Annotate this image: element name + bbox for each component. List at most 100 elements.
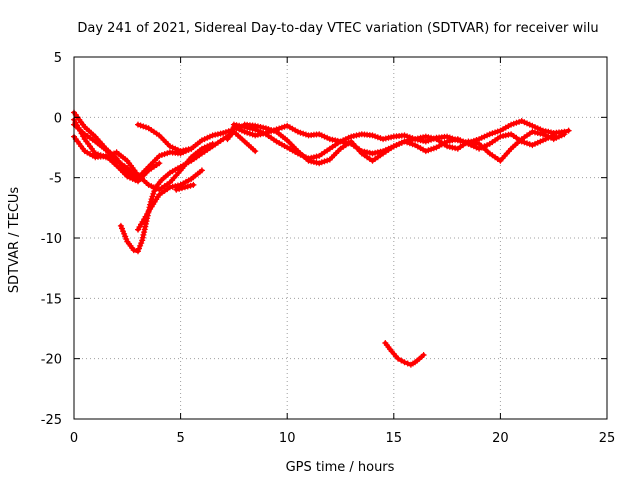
y-tick-label: 5 <box>54 51 62 66</box>
data-point <box>561 131 568 138</box>
data-point <box>179 185 185 192</box>
data-point <box>486 131 493 138</box>
data-point <box>145 181 152 188</box>
data-point <box>220 130 227 136</box>
data-point <box>494 128 501 135</box>
data-point <box>395 355 402 362</box>
data-point <box>222 129 229 136</box>
data-point <box>138 240 145 247</box>
data-point <box>460 138 467 145</box>
data-point <box>206 133 213 140</box>
data-point <box>390 143 397 150</box>
series-track-13 <box>382 340 427 368</box>
data-point <box>181 184 188 191</box>
data-point <box>532 140 538 147</box>
data-point <box>540 137 546 144</box>
data-point <box>119 225 125 232</box>
data-point <box>516 118 523 125</box>
data-point <box>510 120 517 127</box>
x-tick-label: 10 <box>279 431 296 446</box>
series-track-6 <box>135 167 205 233</box>
data-point <box>489 130 496 137</box>
data-point <box>542 136 549 143</box>
data-point <box>297 129 304 136</box>
data-point <box>184 183 191 190</box>
data-point <box>187 182 194 189</box>
data-point <box>149 193 156 200</box>
data-point <box>414 135 421 142</box>
data-point <box>420 352 427 358</box>
data-point <box>518 138 525 145</box>
data-point <box>135 177 141 184</box>
data-point <box>321 158 328 165</box>
data-point <box>166 143 173 150</box>
series-track-12 <box>224 128 259 155</box>
data-point <box>524 120 530 127</box>
data-point <box>526 121 533 128</box>
data-point <box>244 129 251 136</box>
data-point <box>548 133 554 140</box>
data-point <box>137 242 144 249</box>
series-trail <box>225 129 258 154</box>
data-point <box>374 134 381 141</box>
series-track-5 <box>117 128 237 255</box>
data-point <box>398 139 405 146</box>
data-point <box>158 152 165 158</box>
grid <box>74 57 607 419</box>
x-tick-label: 25 <box>599 431 616 446</box>
data-point <box>428 134 435 141</box>
data-point <box>198 137 205 144</box>
data-point <box>372 133 379 140</box>
data-point <box>540 131 546 138</box>
series-track-8 <box>173 181 197 193</box>
axis-ticks: 0 5 10 15 20 25 5 0 -5 -10 -15 -20 -25 <box>41 51 616 446</box>
data-point <box>321 133 328 140</box>
x-tick-label: 5 <box>176 431 184 446</box>
data-point <box>281 123 288 130</box>
data-point <box>428 146 435 153</box>
data-point <box>260 130 267 136</box>
data-point <box>478 144 485 151</box>
data-point <box>137 122 144 129</box>
data-point <box>176 185 183 192</box>
data-point <box>513 119 520 126</box>
data-point <box>188 145 195 152</box>
data-point <box>156 160 163 167</box>
data-point <box>268 127 275 133</box>
data-point <box>406 140 413 147</box>
data-point <box>124 173 131 180</box>
data-point <box>174 146 181 153</box>
data-point <box>508 121 515 128</box>
data-point <box>404 360 411 367</box>
data-point <box>556 133 562 140</box>
data-point <box>190 181 197 188</box>
y-tick-label: -5 <box>49 172 62 187</box>
data-point <box>169 144 176 151</box>
data-point <box>135 248 141 255</box>
plot-frame <box>73 56 608 420</box>
data-point <box>473 144 480 151</box>
y-tick-label: -10 <box>41 232 62 247</box>
data-series <box>71 109 572 368</box>
y-tick-label: 0 <box>54 111 62 126</box>
y-tick-label: -20 <box>41 353 62 368</box>
y-tick-label: -15 <box>41 292 62 307</box>
data-point <box>300 130 307 137</box>
x-tick-label: 0 <box>70 431 78 446</box>
series-track-7 <box>135 121 195 155</box>
data-point <box>478 134 485 141</box>
series-track-11 <box>241 121 557 167</box>
data-point <box>526 141 533 148</box>
data-point <box>252 148 259 155</box>
data-point <box>550 132 557 139</box>
data-point <box>481 143 488 150</box>
data-point <box>130 247 137 254</box>
data-point <box>396 140 403 147</box>
data-point <box>565 127 572 134</box>
chart-title: Day 241 of 2021, Sidereal Day-to-day VTE… <box>77 21 598 36</box>
data-point <box>518 118 525 124</box>
data-point <box>136 245 142 252</box>
data-point <box>401 359 408 366</box>
